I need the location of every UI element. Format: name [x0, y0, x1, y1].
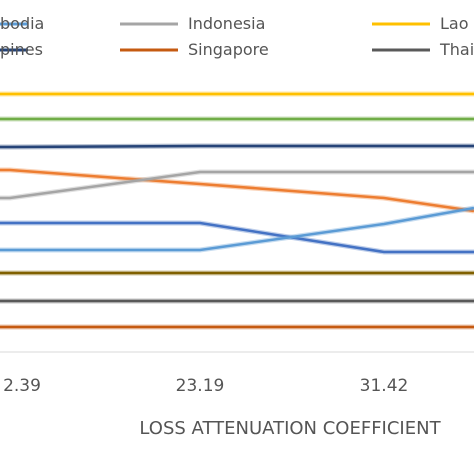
legend-label: pines	[0, 40, 43, 59]
series-line	[0, 168, 474, 213]
x-tick-labels: 2.39 23.19 31.42	[3, 376, 408, 396]
x-axis-title: LOSS ATTENUATION COEFFICIENT	[139, 418, 441, 439]
series-line	[0, 170, 474, 200]
legend-label: Indonesia	[188, 14, 265, 33]
x-tick-label: 31.42	[360, 376, 409, 396]
legend-label: Lao P	[440, 14, 474, 33]
plot-lines	[0, 91, 474, 330]
series-line	[0, 144, 474, 149]
legend-label: Singapore	[188, 40, 269, 59]
series-line	[0, 221, 474, 254]
x-tick-label: 2.39	[3, 376, 41, 396]
legend-label: bodia	[0, 14, 44, 33]
series-line	[0, 206, 474, 252]
x-tick-label: 23.19	[176, 376, 225, 396]
legend-label: Thail	[439, 40, 474, 59]
legend: bodia Indonesia Lao P pines Singapore Thail	[0, 14, 474, 59]
